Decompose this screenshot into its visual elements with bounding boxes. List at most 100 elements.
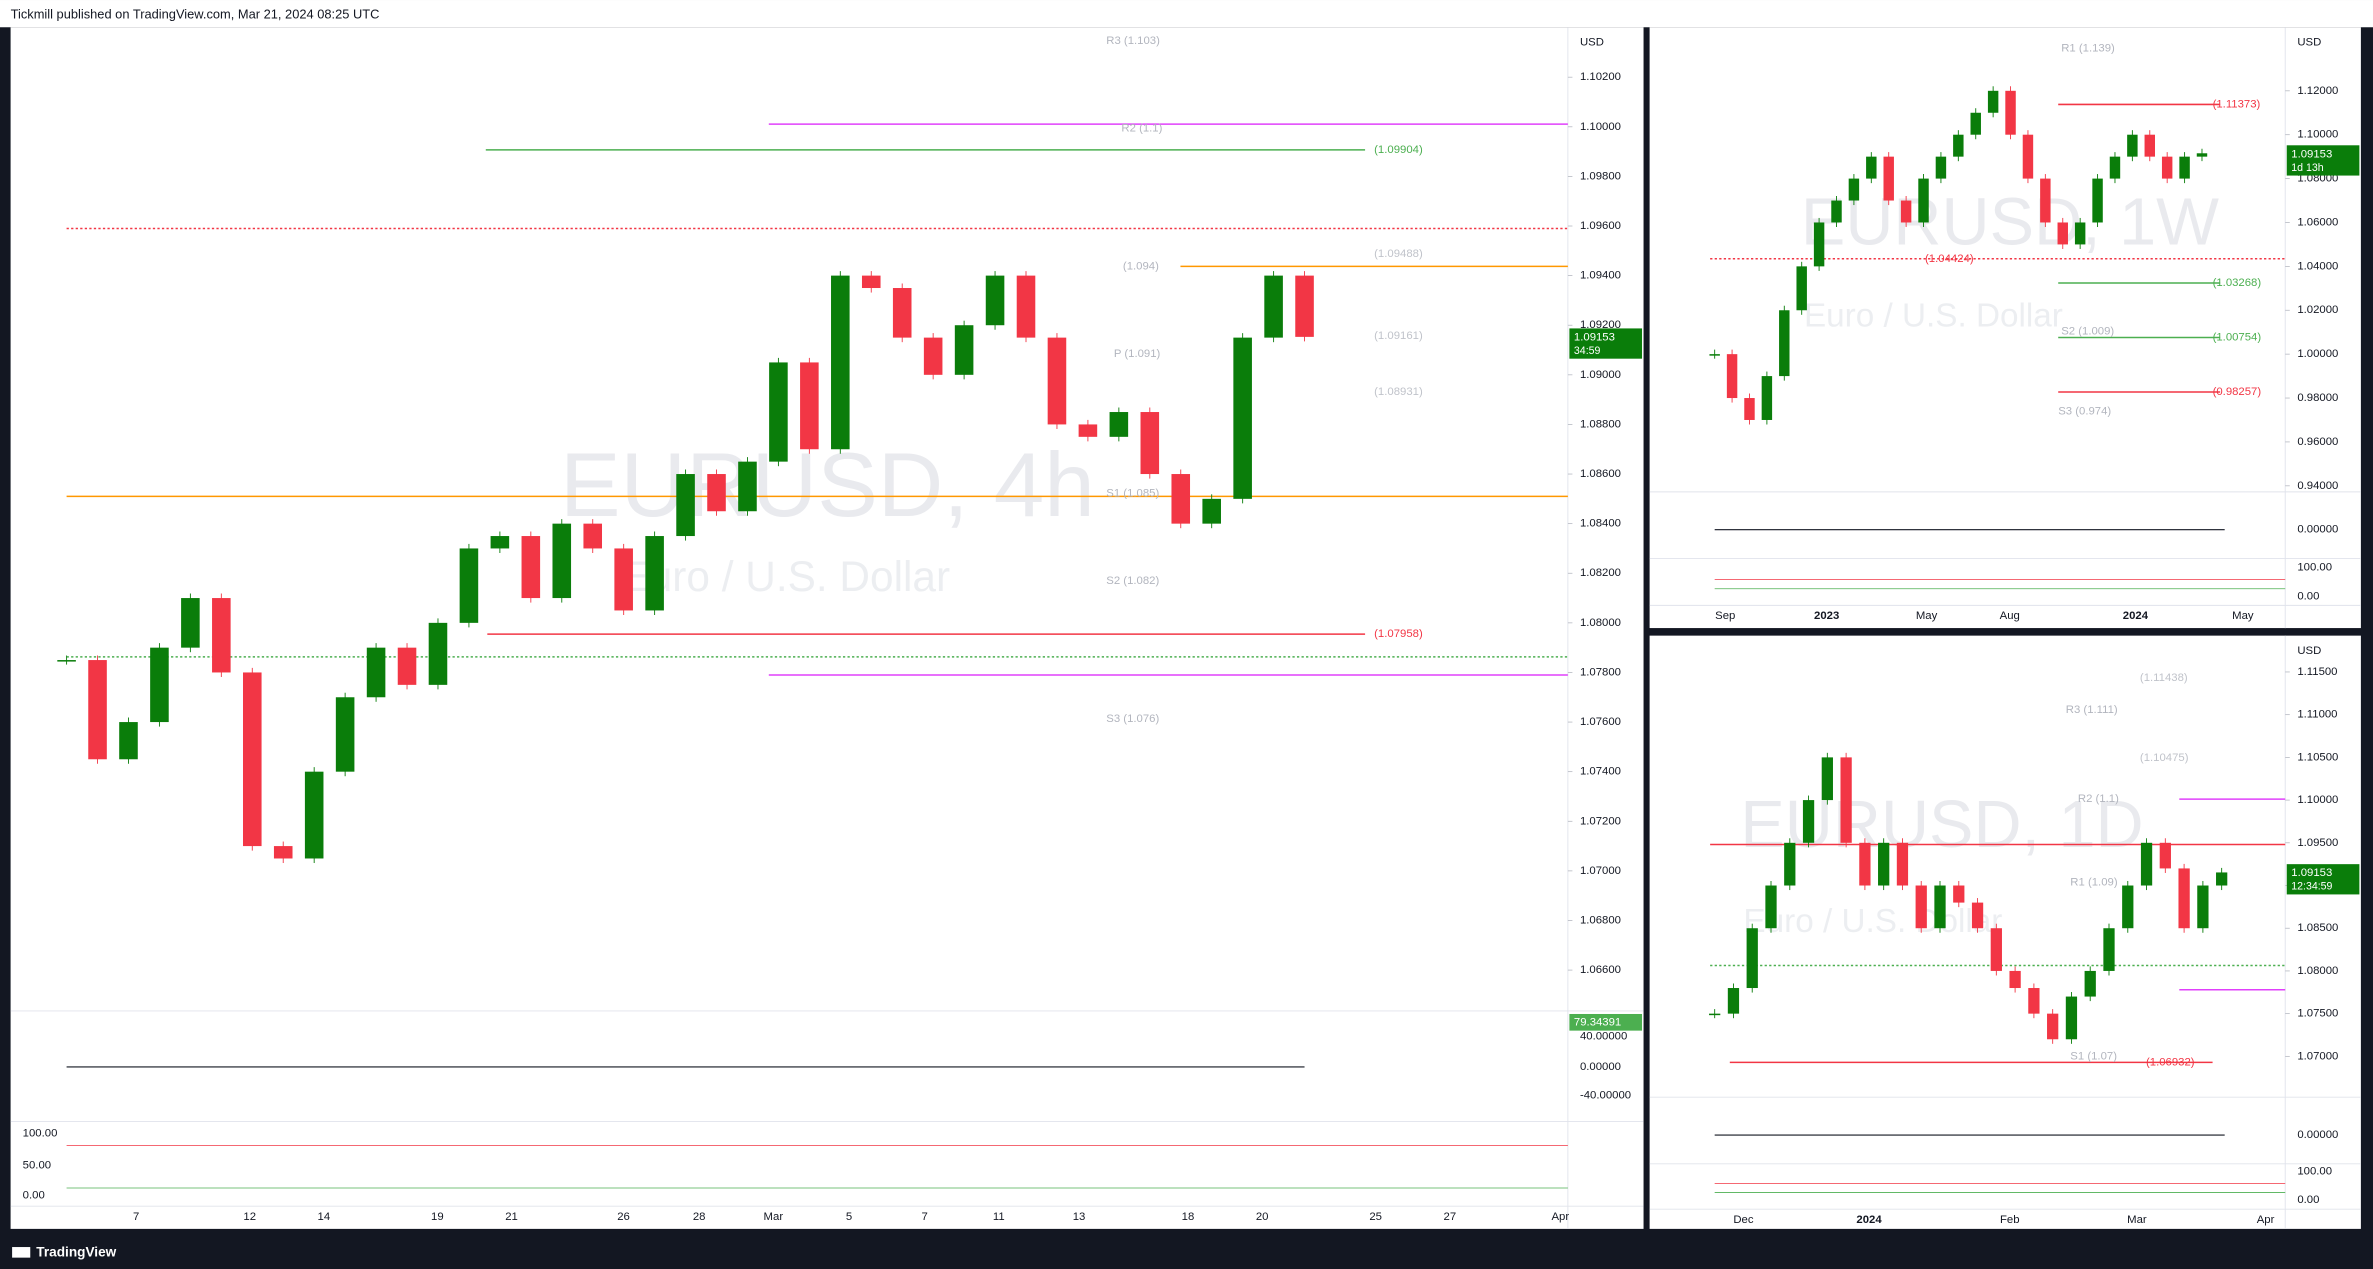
header-bar: [0, 0, 2373, 28]
x-tick-label: 11: [993, 1211, 1005, 1223]
level-label: S2 (1.082): [1106, 575, 1159, 587]
candle: [645, 536, 664, 611]
candle: [1821, 757, 1833, 801]
y-tick-label: 1.06000: [2297, 216, 2338, 228]
y-tick-label: 1.11500: [2297, 666, 2337, 678]
y-tick-label: 0.98000: [2297, 392, 2338, 404]
candle: [2127, 134, 2138, 157]
candle: [1883, 156, 1894, 201]
header-text: Tickmill published on TradingView.com, M…: [11, 7, 380, 22]
level-label: (1.11373): [2213, 98, 2261, 110]
candle: [1802, 800, 1815, 843]
candle: [490, 536, 510, 549]
level-label: R2 (1.1): [2078, 793, 2119, 805]
level-label: (0.98257): [2213, 386, 2262, 398]
stoch-tick-label: 0.00: [2297, 1194, 2319, 1206]
level-label: R3 (1.111): [2066, 704, 2118, 716]
x-tick-label: 21: [505, 1211, 518, 1223]
stoch-tick-label: 100.00: [23, 1128, 58, 1140]
candle: [1761, 376, 1773, 420]
level-label: P (1.091): [1114, 348, 1161, 360]
candle: [1202, 498, 1221, 524]
rsi-tick-label: 0.00000: [1580, 1061, 1621, 1073]
last-price-bg: [2286, 145, 2360, 176]
candle: [923, 337, 943, 375]
candle: [1831, 200, 1842, 223]
last-price: 1.09153: [2291, 148, 2332, 160]
y-tick-label: 1.02000: [2297, 304, 2338, 316]
candle: [1935, 156, 1947, 179]
candle: [2216, 872, 2228, 886]
candle: [1784, 842, 1796, 886]
candle: [88, 660, 107, 760]
y-tick-label: 1.08800: [1580, 418, 1621, 430]
level-label: (1.03268): [2213, 277, 2262, 289]
y-tick-label: 1.10200: [1580, 71, 1621, 83]
panel-bg: [10, 27, 1644, 1229]
candle: [1016, 275, 1036, 338]
y-tick-label: 1.09800: [1580, 170, 1621, 182]
x-tick-label: 7: [922, 1211, 928, 1223]
x-tick-label: 12: [243, 1211, 256, 1223]
candle: [1848, 178, 1860, 201]
candle: [428, 622, 448, 685]
y-tick-label: 1.07400: [1580, 766, 1621, 778]
y-tick-label: 1.08500: [2297, 922, 2338, 934]
y-tick-label: 1.10000: [2297, 794, 2338, 806]
watermark-description: Euro / U.S. Dollar: [1743, 903, 2002, 940]
candle: [1953, 885, 1965, 903]
level-label: (1.07958): [1374, 628, 1423, 640]
candle: [2092, 178, 2103, 223]
y-tick-label: 1.06600: [1580, 964, 1621, 976]
candle: [2178, 868, 2190, 929]
panel-bg: [1649, 27, 2361, 629]
level-label: (1.04424): [1925, 253, 1974, 265]
candle: [738, 461, 757, 512]
x-tick-label: 2024: [2123, 610, 2149, 622]
candle: [2074, 222, 2086, 245]
candle: [1140, 412, 1160, 475]
candle: [583, 523, 603, 549]
candle: [676, 474, 695, 537]
x-tick-label: 2023: [1814, 610, 1839, 622]
rsi-tick-label: 0.00000: [2297, 524, 2338, 536]
candle: [1987, 90, 1999, 113]
level-label: (1.09904): [1374, 144, 1423, 156]
candle: [800, 362, 819, 450]
level-label: R1 (1.09): [2070, 876, 2118, 888]
rsi-tick-label: -40.00000: [1580, 1090, 1631, 1102]
candle: [1264, 275, 1283, 338]
y-tick-label: 1.00000: [2297, 348, 2338, 360]
x-tick-label: Apr: [1551, 1211, 1569, 1223]
candle: [985, 275, 1005, 326]
candle: [2009, 970, 2021, 989]
candle: [707, 474, 726, 512]
candle: [892, 288, 912, 338]
y-tick-label: 1.04000: [2297, 260, 2338, 272]
x-tick-label: May: [1916, 610, 1938, 622]
candle: [2065, 996, 2078, 1040]
candle: [2057, 222, 2068, 245]
x-tick-label: Mar: [764, 1211, 784, 1223]
candle: [831, 275, 850, 450]
x-tick-label: Aug: [2000, 610, 2020, 622]
candle: [1915, 885, 1927, 929]
candle: [1859, 842, 1871, 886]
level-label: (1.094): [1123, 260, 1159, 272]
panel-bg: [1649, 635, 2361, 1229]
y-tick-label: 1.08200: [1580, 567, 1621, 579]
candle: [1990, 928, 2002, 971]
level-label: (1.00754): [2213, 331, 2262, 343]
candle: [1726, 354, 1738, 399]
x-tick-label: 25: [1369, 1211, 1382, 1223]
x-tick-label: 18: [1182, 1211, 1195, 1223]
last-price-bg: [2286, 864, 2360, 895]
candle: [2179, 156, 2190, 179]
candle: [1813, 222, 1825, 267]
candle: [1970, 112, 1981, 135]
x-tick-label: 20: [1256, 1211, 1269, 1223]
footer-brand: TradingView: [36, 1245, 116, 1260]
candle: [1233, 337, 1252, 499]
x-tick-label: 19: [431, 1211, 444, 1223]
